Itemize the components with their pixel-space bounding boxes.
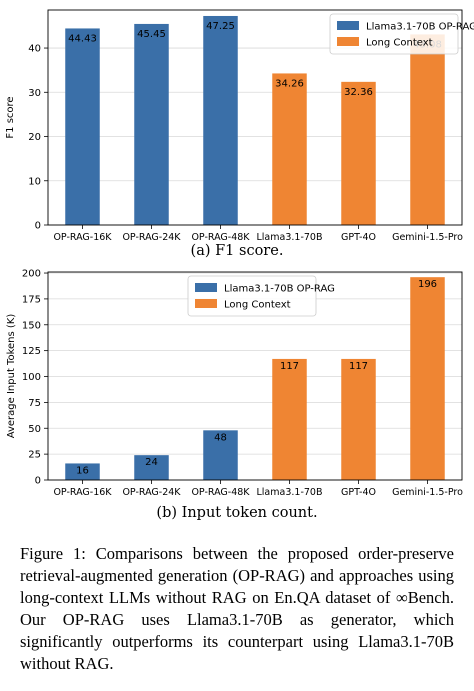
- chart-b-y-tick-label: 0: [35, 476, 41, 487]
- chart-a-x-tick-label: Llama3.1-70B: [257, 232, 323, 240]
- chart-a-bar: [341, 81, 376, 225]
- chart-b-bar: [341, 358, 376, 480]
- chart-b-x-tick-label: OP-RAG-48K: [191, 487, 250, 498]
- chart-a-y-tick-label: 0: [35, 221, 41, 232]
- chart-b-legend-box: [187, 275, 317, 317]
- chart-b-bar: [272, 358, 307, 480]
- chart-b-y-tick-label: 175: [22, 294, 41, 305]
- chart-a-legend-swatch: [337, 37, 359, 46]
- chart-a-bar: [272, 73, 307, 226]
- chart-b-value-label: 117: [280, 361, 299, 372]
- chart-b-value-label: 24: [145, 457, 158, 468]
- chart-b-value-label: 196: [418, 279, 437, 290]
- chart-b-bar: [65, 463, 100, 480]
- chart-b-y-tick-label: 25: [28, 450, 41, 461]
- chart-a-y-axis-label: F1 score: [5, 96, 16, 138]
- chart-a-x-tick-label: GPT-4O: [341, 232, 376, 240]
- chart-b-axes-frame: [47, 271, 463, 481]
- chart-a-legend-box: [329, 13, 459, 55]
- chart-a-value-label: 34.26: [275, 78, 304, 89]
- chart-a-value-label: 44.43: [68, 33, 97, 44]
- input-tokens-chart: 0 25 50 75 100 125 150 175 200 16 OP-RAG-16K 24 OP-R…: [6, 269, 463, 498]
- chart-a-y-tick-label: 40: [28, 44, 41, 55]
- chart-a-x-tick-label: OP-RAG-16K: [53, 232, 112, 240]
- chart-b-bar: [134, 455, 169, 480]
- chart-a-axes-frame: [47, 9, 463, 226]
- chart-a-y-tick-label: 30: [28, 88, 41, 99]
- chart-b-y-tick-label: 125: [22, 346, 41, 357]
- chart-b-y-tick-label: 50: [28, 424, 41, 435]
- chart-b-y-axis-label: Average Input Tokens (K): [6, 314, 17, 439]
- chart-a-bar: [134, 23, 169, 226]
- chart-b-value-label: 48: [214, 432, 227, 443]
- chart-a-value-label: 32.36: [344, 87, 373, 98]
- chart-b-value-label: 117: [349, 361, 368, 372]
- f1-score-chart: 0 10 20 30 40 44.43 OP-RAG-16K 45.45 OP-RAG-24K 4…: [5, 9, 474, 240]
- chart-b-x-tick-label: GPT-4O: [341, 487, 376, 498]
- chart-b-y-tick-label: 100: [22, 372, 41, 383]
- chart-b-y-tick-label: 75: [28, 398, 41, 409]
- chart-b-legend-label: Long Context: [224, 300, 291, 311]
- chart-a-value-label: 45.45: [137, 29, 166, 40]
- chart-b-x-tick-label: OP-RAG-16K: [53, 487, 112, 498]
- chart-a-x-tick-label: Gemini-1.5-Pro: [392, 232, 463, 240]
- chart-a-value-label: 47.25: [206, 21, 235, 32]
- chart-b-x-tick-label: OP-RAG-24K: [122, 487, 181, 498]
- chart-a-y-tick-label: 10: [28, 176, 41, 187]
- chart-a-x-tick-label: OP-RAG-24K: [122, 232, 181, 240]
- chart-a-y-tick-label: 20: [28, 132, 41, 143]
- chart-a-legend-swatch: [337, 21, 359, 30]
- figure-caption: Figure 1: Comparisons between the propos…: [20, 544, 454, 673]
- chart-b-x-tick-label: Llama3.1-70B: [257, 487, 323, 498]
- chart-a-bar: [203, 15, 238, 225]
- chart-b-bar: [410, 277, 445, 480]
- chart-a-bar: [410, 34, 445, 225]
- chart-b-legend-swatch: [195, 299, 217, 308]
- chart-b-y-tick-label: 200: [22, 269, 41, 280]
- chart-b-legend-label: Llama3.1-70B OP-RAG: [224, 284, 335, 295]
- chart-b-bar: [203, 430, 238, 480]
- chart-a-bar: [65, 28, 100, 226]
- chart-a-x-tick-label: OP-RAG-48K: [191, 232, 250, 240]
- chart-b-value-label: 16: [76, 465, 89, 476]
- subcaption-a: (a) F1 score.: [190, 243, 284, 259]
- chart-a-legend-label: Llama3.1-70B OP-RAG: [366, 22, 474, 33]
- chart-a-legend-label: Long Context: [366, 38, 433, 49]
- chart-b-y-tick-label: 150: [22, 320, 41, 331]
- chart-b-legend-swatch: [195, 283, 217, 292]
- chart-b-x-tick-label: Gemini-1.5-Pro: [392, 487, 463, 498]
- subcaption-b: (b) Input token count.: [156, 505, 318, 521]
